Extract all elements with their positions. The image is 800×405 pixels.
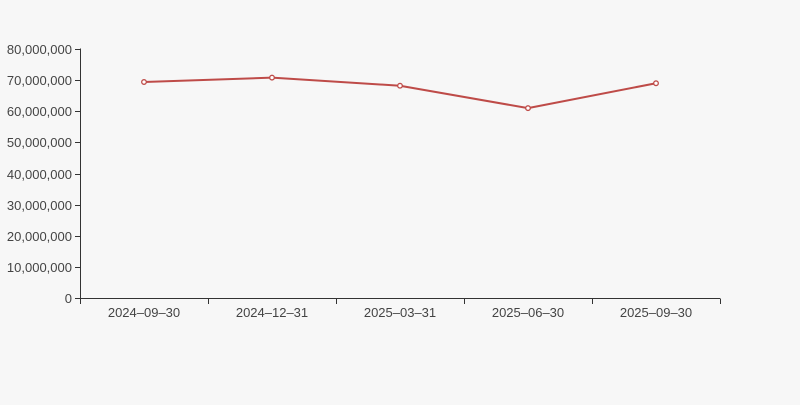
y-axis-tick-label: 0 <box>65 291 72 306</box>
y-axis-tick-label: 60,000,000 <box>7 104 72 119</box>
y-axis-tick-label: 40,000,000 <box>7 167 72 182</box>
x-axis-tick-label: 2025–09–30 <box>620 305 692 320</box>
x-axis-tick-label: 2025–06–30 <box>492 305 564 320</box>
y-axis-tick-label: 20,000,000 <box>7 229 72 244</box>
x-axis-tick-label: 2024–09–30 <box>108 305 180 320</box>
y-axis-tick-label: 70,000,000 <box>7 73 72 88</box>
series-line <box>143 76 657 110</box>
y-axis-tick-label: 50,000,000 <box>7 135 72 150</box>
y-axis-tick-label: 30,000,000 <box>7 198 72 213</box>
data-point-marker[interactable] <box>397 82 403 89</box>
data-point-marker[interactable] <box>141 79 147 85</box>
data-point-marker[interactable] <box>269 74 275 81</box>
y-axis-tick-label: 10,000,000 <box>7 260 72 275</box>
x-axis-tick-label: 2024–12–31 <box>236 305 308 320</box>
data-point-marker[interactable] <box>525 105 531 112</box>
y-axis-tick-label: 80,000,000 <box>7 42 72 57</box>
data-point-marker[interactable] <box>653 80 659 87</box>
x-axis-tick-label: 2025–03–31 <box>364 305 436 320</box>
